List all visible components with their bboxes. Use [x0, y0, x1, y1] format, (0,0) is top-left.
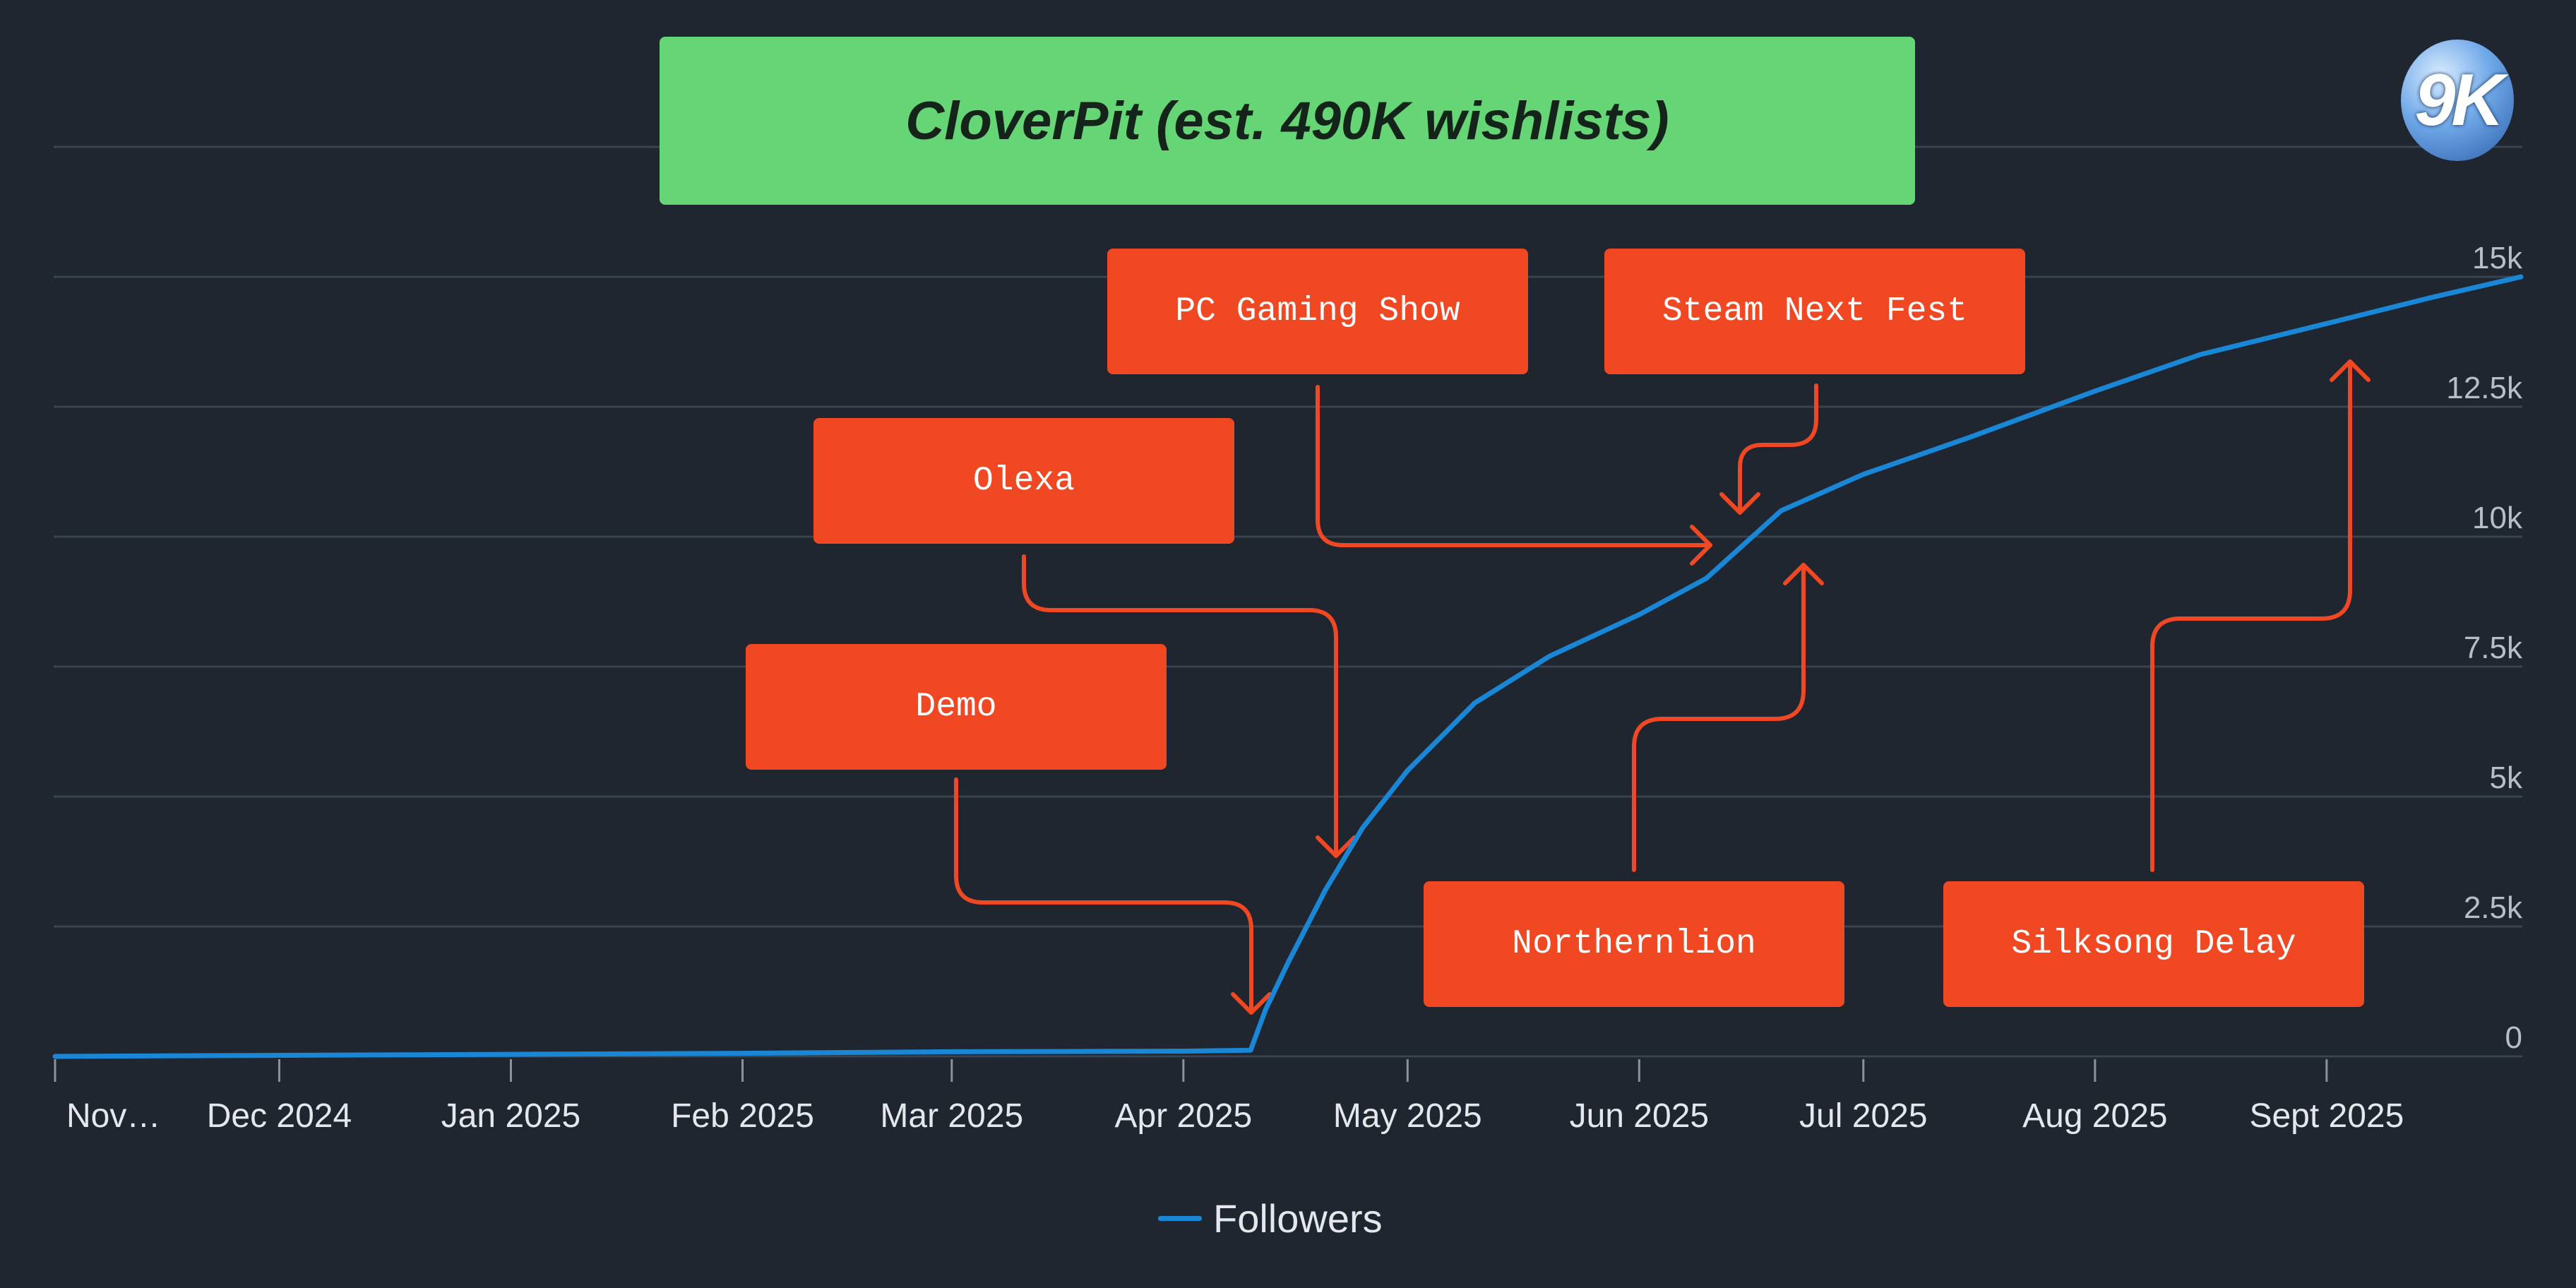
series-layer [52, 274, 2524, 1059]
northernlion-arrow-line [1632, 563, 1806, 872]
followers-series-line [52, 274, 2524, 1059]
annotation-arrows [954, 359, 2371, 1015]
y-tick-label: 0 [2505, 1020, 2522, 1055]
x-tick-label: Sept 2025 [2249, 1097, 2404, 1135]
annotation-label: PC Gaming Show [1175, 292, 1460, 330]
silksong-delay-arrow-line [2150, 359, 2352, 872]
x-tick-label: Mar 2025 [880, 1097, 1023, 1135]
y-tick-label: 2.5k [2464, 890, 2523, 925]
x-tick-label: Apr 2025 [1114, 1097, 1252, 1135]
annotation-label: Northernlion [1512, 925, 1756, 963]
annotation-label: Demo [915, 688, 997, 726]
annotation-label: Silksong Delay [2011, 925, 2296, 963]
y-tick-label: 12.5k [2446, 371, 2523, 405]
demo-arrow-line [954, 777, 1253, 1015]
y-axis-ticks: 0 2.5k 5k 7.5k 10k 12.5k 15k [2446, 241, 2523, 1055]
olexa-arrow-line [1022, 554, 1338, 858]
legend-label: Followers [1213, 1195, 1383, 1241]
silksong-delay-arrow-head [2330, 359, 2371, 382]
pc-gaming-show-arrow-head [1690, 525, 1712, 566]
annotation-label: Steam Next Fest [1662, 292, 1968, 330]
annotation-demo: Demo [746, 644, 1167, 770]
x-tick-label: Jun 2025 [1570, 1097, 1710, 1135]
steam-next-fest-arrow-line [1738, 383, 1818, 515]
annotation-pc-gaming-show: PC Gaming Show [1107, 249, 1528, 374]
x-tick-label: Nov… [66, 1097, 160, 1135]
x-tick-label: Jan 2025 [441, 1097, 581, 1135]
gridlines [54, 145, 2522, 1058]
olexa-arrow-head [1316, 835, 1356, 858]
steam-next-fest-arrow-head [1719, 492, 1760, 515]
northernlion-arrow-head [1783, 563, 1824, 585]
y-tick-label: 10k [2472, 501, 2523, 535]
chart-title: CloverPit (est. 490K wishlists) [905, 90, 1669, 151]
x-tick-label: May 2025 [1333, 1097, 1482, 1135]
annotation-silksong-delay: Silksong Delay [1943, 881, 2364, 1007]
annotation-olexa: Olexa [813, 418, 1234, 544]
y-tick-label: 5k [2490, 761, 2523, 795]
x-tick-label: Jul 2025 [1799, 1097, 1927, 1135]
x-axis: Nov… Dec 2024 Jan 2025 Feb 2025 Mar 2025 Apr … [54, 1059, 2404, 1135]
x-tick-label: Dec 2024 [207, 1097, 352, 1135]
demo-arrow-head [1231, 992, 1272, 1015]
y-tick-label: 15k [2472, 241, 2523, 275]
logo-text: 9K [2414, 59, 2505, 141]
x-tick-label: Feb 2025 [671, 1097, 814, 1135]
legend: Followers [1158, 1193, 1383, 1243]
9k-logo: 9K [2401, 40, 2514, 161]
pc-gaming-show-arrow-line [1316, 385, 1712, 547]
annotation-label: Olexa [972, 462, 1075, 500]
annotation-northernlion: Northernlion [1424, 881, 1844, 1007]
legend-line-swatch [1158, 1215, 1202, 1221]
annotation-steam-next-fest: Steam Next Fest [1604, 249, 2025, 374]
x-tick-label: Aug 2025 [2022, 1097, 2168, 1135]
title-banner: CloverPit (est. 490K wishlists) [660, 37, 1915, 205]
y-tick-label: 7.5k [2464, 631, 2523, 665]
